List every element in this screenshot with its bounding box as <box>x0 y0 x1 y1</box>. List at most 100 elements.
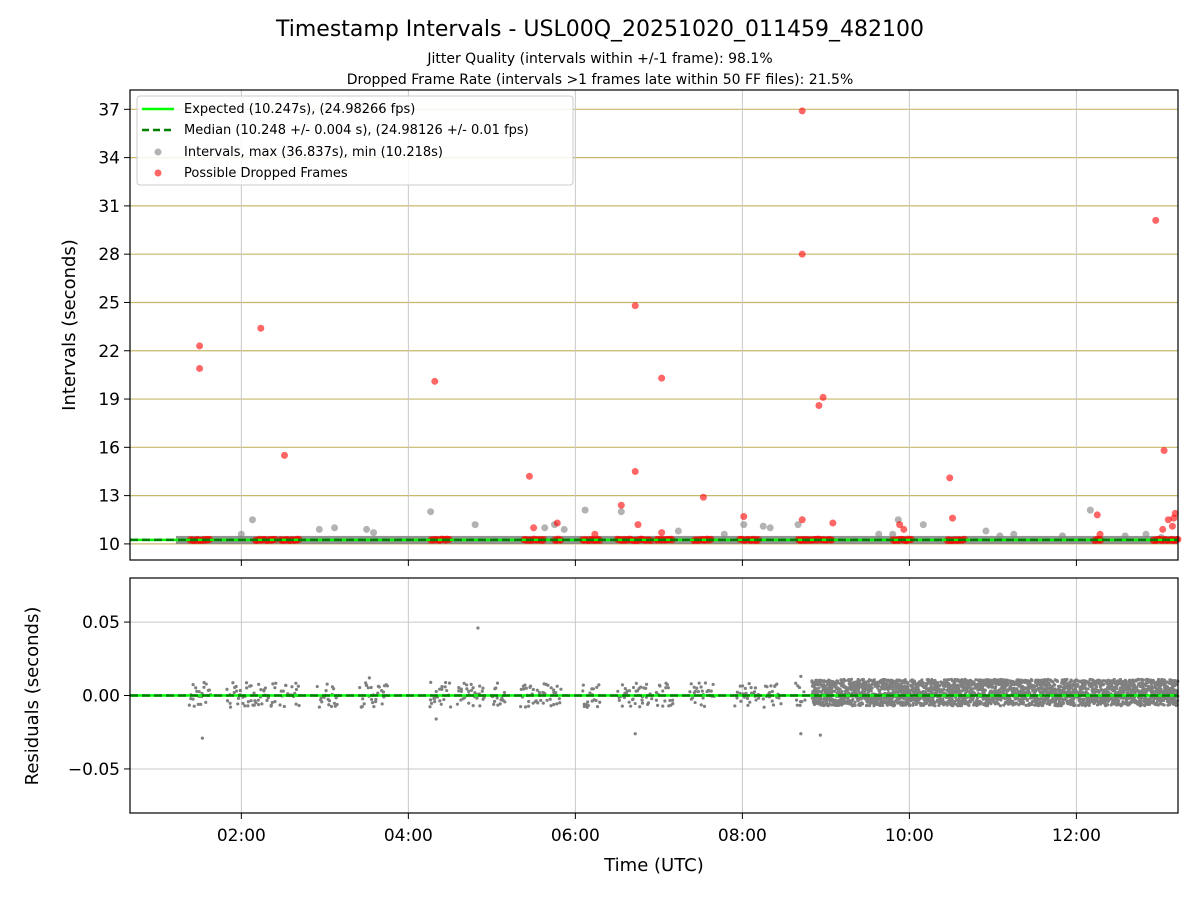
interval-point <box>1121 532 1129 540</box>
residual-point <box>832 689 837 693</box>
residual-point <box>661 689 665 693</box>
residual-point <box>631 697 635 701</box>
residual-point <box>296 684 300 688</box>
residual-point <box>236 702 240 706</box>
residual-point <box>738 684 742 688</box>
residual-point <box>522 687 526 691</box>
residual-point <box>754 698 758 702</box>
residual-point <box>495 696 499 700</box>
interval-point <box>1142 530 1150 538</box>
intervals-y-tick-label: 13 <box>98 487 120 507</box>
residual-point <box>644 686 648 690</box>
dropped-frame-point <box>525 472 533 480</box>
residual-point <box>802 690 806 694</box>
residual-point <box>367 676 371 680</box>
residual-point <box>225 687 229 691</box>
residual-point <box>979 700 983 705</box>
residual-point <box>1102 682 1106 686</box>
residuals-y-axis-label: Residuals (seconds) <box>22 607 43 786</box>
residual-point <box>197 690 201 694</box>
residual-point <box>702 704 707 708</box>
chart-title: Timestamp Intervals - USL00Q_20251020_01… <box>275 17 924 42</box>
residual-point <box>204 682 208 686</box>
x-tick-label: 04:00 <box>384 826 433 846</box>
residual-point <box>1141 685 1145 689</box>
residual-point <box>770 689 774 694</box>
residual-point <box>936 681 940 685</box>
residual-point <box>320 700 324 704</box>
residual-point <box>1117 699 1121 703</box>
residual-point <box>495 681 500 685</box>
residual-point <box>548 697 552 701</box>
residual-point <box>779 702 783 706</box>
residual-point <box>866 700 870 704</box>
interval-point <box>766 524 774 532</box>
residual-point <box>1174 682 1178 687</box>
legend: Expected (10.247s), (24.98266 fps) Media… <box>136 95 574 186</box>
chart-subtitle-jitter: Jitter Quality (intervals within +/-1 fr… <box>426 51 772 67</box>
residual-point <box>244 681 249 685</box>
residual-point <box>552 688 556 692</box>
residual-point <box>970 683 974 687</box>
dropped-frame-point <box>280 451 288 459</box>
residual-point <box>1115 686 1119 691</box>
x-tick-label: 08:00 <box>718 826 767 846</box>
residual-point <box>282 704 286 709</box>
interval-point <box>315 525 323 533</box>
residual-point <box>317 705 321 709</box>
residual-point <box>654 698 659 702</box>
residual-point <box>480 689 484 693</box>
residual-point <box>797 685 802 690</box>
residual-point <box>558 701 562 705</box>
residual-point <box>671 702 675 706</box>
residual-point <box>469 682 473 686</box>
residual-point <box>689 682 693 686</box>
residual-point <box>865 703 869 707</box>
residual-point <box>957 689 962 693</box>
residual-point <box>494 686 498 690</box>
x-tick-label: 10:00 <box>885 826 934 846</box>
residual-point <box>1015 687 1019 691</box>
dropped-frame-point <box>740 513 748 521</box>
intervals-y-tick-label: 31 <box>98 197 120 217</box>
residual-point <box>191 697 195 701</box>
intervals-y-tick-label: 34 <box>98 149 120 169</box>
intervals-y-tick-label: 16 <box>98 438 120 458</box>
residual-point <box>588 691 592 695</box>
residual-point <box>908 691 912 695</box>
residual-point <box>644 682 649 686</box>
intervals-y-tick-label: 25 <box>98 293 120 313</box>
dropped-frame-point <box>631 467 639 475</box>
residual-point <box>849 677 854 681</box>
residual-point <box>1094 685 1099 689</box>
residual-point <box>281 689 285 693</box>
residual-point <box>545 698 549 702</box>
dropped-frame-point <box>591 530 599 538</box>
dropped-frame-point <box>196 364 204 372</box>
interval-point <box>674 527 682 535</box>
residual-point <box>377 685 381 689</box>
residual-point <box>1141 678 1146 682</box>
residual-point <box>245 686 249 690</box>
residual-point <box>200 736 204 740</box>
residual-point <box>257 682 261 686</box>
residual-point <box>834 683 838 687</box>
residual-point <box>869 689 873 693</box>
residual-point <box>1083 686 1088 690</box>
residual-point <box>503 700 507 704</box>
interval-point <box>581 506 589 514</box>
legend-intervals-marker <box>154 148 162 156</box>
dropped-frame-point <box>431 377 439 385</box>
residual-point <box>329 704 334 709</box>
residual-point <box>620 704 624 708</box>
residual-point <box>744 691 748 696</box>
residual-point <box>803 698 807 702</box>
residual-point <box>1053 699 1058 703</box>
residual-point <box>857 679 862 683</box>
interval-point <box>363 525 371 533</box>
residual-point <box>1158 690 1162 695</box>
residual-point <box>991 685 995 689</box>
residual-point <box>273 686 277 690</box>
residual-point <box>269 703 273 707</box>
residual-point <box>879 696 883 701</box>
